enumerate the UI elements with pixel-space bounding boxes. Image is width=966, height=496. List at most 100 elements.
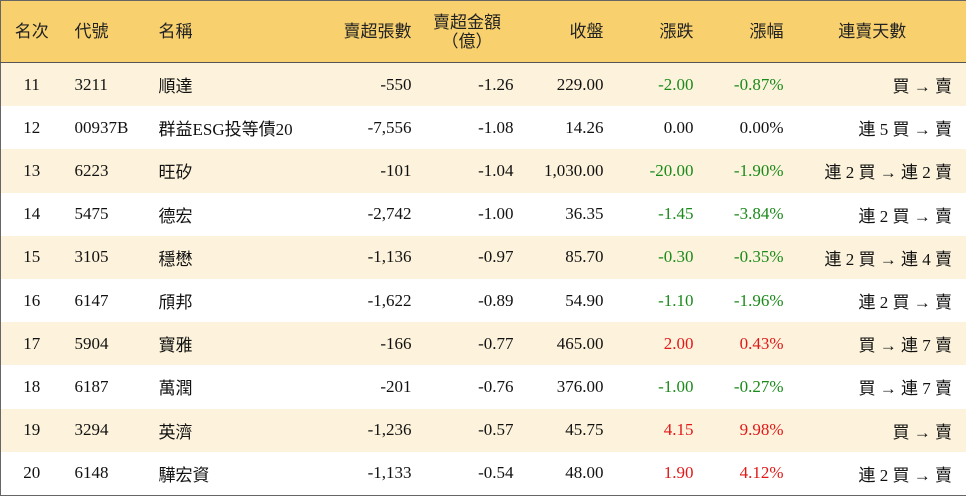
table-cell: 1,030.00 [522, 149, 613, 193]
table-cell: -2,742 [367, 204, 412, 224]
table-cell: 5475 [74, 204, 109, 224]
table-cell: 0.43% [702, 322, 793, 366]
table-cell: 英濟 [148, 408, 331, 452]
table-cell: -7,556 [367, 117, 412, 137]
table-cell: 17 [0, 322, 63, 366]
table-cell: 萬潤 [158, 379, 193, 399]
table-cell: 1.90 [663, 463, 694, 483]
table-row: 18 6187 萬潤 -201 -0.76 376.00 -1.00 -0.27% 買 → 連 … [1, 365, 966, 408]
table-cell: -201 [380, 376, 412, 396]
table-cell: 3105 [62, 235, 149, 279]
table-cell: 4.15 [612, 408, 703, 452]
table-row: 11 3211 順達 -550 -1.26 229.00 -2.00 -0.87% 買 → 賣 [0, 62, 966, 107]
table-cell: 6223 [62, 149, 149, 193]
table-cell: 20 [23, 463, 41, 483]
table-cell: 14.26 [565, 117, 604, 137]
header-cell: 漲幅 [702, 0, 793, 63]
table-cell: -166 [330, 322, 421, 366]
table-cell: 連 2 買 → 連 2 賣 [792, 149, 966, 193]
table-row: 19 3294 英濟 -1,236 -0.57 45.75 4.15 9.98% 買 → 賣 [0, 408, 966, 452]
table-cell: 買 → 賣 [792, 62, 966, 107]
table-cell: 11 [0, 62, 63, 107]
table-row: 15 3105 穩懋 -1,136 -0.97 85.70 -0.30 -0.35% 連 2 買… [0, 235, 966, 279]
table-cell: 85.70 [522, 235, 613, 279]
table-cell: 6187 [74, 376, 109, 396]
table-cell: 6147 [74, 290, 109, 310]
table-cell: -0.27% [733, 376, 784, 396]
table-cell: -0.97 [420, 235, 523, 279]
table-cell: 12 [23, 117, 41, 137]
table-cell: 00937B [74, 117, 129, 137]
table-cell: 穩懋 [148, 235, 331, 279]
table-cell: 19 [0, 408, 63, 452]
table-cell: 18 [23, 376, 41, 396]
table-cell: -1,133 [367, 463, 412, 483]
table-cell: 465.00 [522, 322, 613, 366]
table-cell: 54.90 [565, 290, 604, 310]
table-cell: 229.00 [522, 62, 613, 107]
table-cell: -1,136 [330, 235, 421, 279]
header-cell: 賣超金額 （億） [420, 0, 523, 63]
table-cell: 德宏 [158, 206, 193, 226]
table-cell: 順達 [148, 62, 331, 107]
table-cell: 群益ESG投等債20 [158, 120, 293, 140]
table-cell: -0.87% [702, 62, 793, 107]
header-cell: 收盤 [522, 0, 613, 63]
table-cell: 連 2 買 → 賣 [858, 465, 953, 485]
table-cell: 5904 [62, 322, 149, 366]
table-cell: 4.12% [739, 463, 784, 483]
table-cell: 0.00% [739, 117, 784, 137]
table-cell: -2.00 [612, 62, 703, 107]
table-cell: 16 [23, 290, 41, 310]
table-cell: 連 2 買 → 連 4 賣 [792, 235, 966, 279]
table-cell: -3.84% [733, 204, 784, 224]
table-cell: 0.00 [663, 117, 694, 137]
table-cell: -1.04 [420, 149, 523, 193]
header-cell: 代號 [62, 0, 149, 63]
table-cell: -1.90% [702, 149, 793, 193]
table-cell: -1.10 [658, 290, 694, 310]
table-row: 17 5904 寶雅 -166 -0.77 465.00 2.00 0.43% 買 → 連 7 … [0, 322, 966, 366]
table-cell: -1.96% [733, 290, 784, 310]
table-cell: 13 [0, 149, 63, 193]
table-cell: -1,236 [330, 408, 421, 452]
table-cell: -20.00 [612, 149, 703, 193]
table-cell: 3211 [62, 62, 149, 107]
table-cell: -1.00 [658, 376, 694, 396]
table-cell: 買 → 賣 [792, 408, 966, 452]
table-cell: 376.00 [556, 376, 604, 396]
table-cell: 9.98% [702, 408, 793, 452]
header-cell: 名次 [0, 0, 63, 63]
table-cell: -0.54 [478, 463, 514, 483]
table-cell: -1.26 [420, 62, 523, 107]
header-cell: 名稱 [148, 0, 331, 63]
header-row: 名次 代號 名稱 賣超張數 賣超金額 （億） 收盤 漲跌 漲幅 連賣天數 [0, 0, 966, 63]
table-cell: 14 [23, 204, 41, 224]
table-row: 12 00937B 群益ESG投等債20 -7,556 -1.08 14.26 0.00 0.… [1, 106, 966, 149]
table-cell: 連 5 買 → 賣 [858, 120, 953, 140]
table-cell: 36.35 [565, 204, 604, 224]
table-cell: -1.45 [658, 204, 694, 224]
table-row: 16 6147 頎邦 -1,622 -0.89 54.90 -1.10 -1.96% 連 2 買… [1, 279, 966, 322]
table-row: 13 6223 旺矽 -101 -1.04 1,030.00 -20.00 -1.90% 連 2… [0, 149, 966, 193]
table-cell: -1.00 [478, 204, 514, 224]
table-row: 20 6148 驊宏資 -1,133 -0.54 48.00 1.90 4.12% 連 2 買 … [1, 452, 966, 496]
table-cell: 買 → 連 7 賣 [792, 322, 966, 366]
table-cell: 6148 [74, 463, 109, 483]
header-cell: 賣超張數 [330, 0, 421, 63]
table-cell: -101 [330, 149, 421, 193]
table-cell: -0.89 [478, 290, 514, 310]
header-cell: 漲跌 [612, 0, 703, 63]
table-cell: 寶雅 [148, 322, 331, 366]
table-cell: 驊宏資 [158, 465, 210, 485]
table-cell: -1.08 [478, 117, 514, 137]
table-cell: 15 [0, 235, 63, 279]
table-cell: 48.00 [565, 463, 604, 483]
table-cell: -0.77 [420, 322, 523, 366]
table-cell: 旺矽 [148, 149, 331, 193]
header-cell: 連賣天數 [792, 0, 966, 63]
table-cell: 連 2 買 → 賣 [858, 293, 953, 313]
